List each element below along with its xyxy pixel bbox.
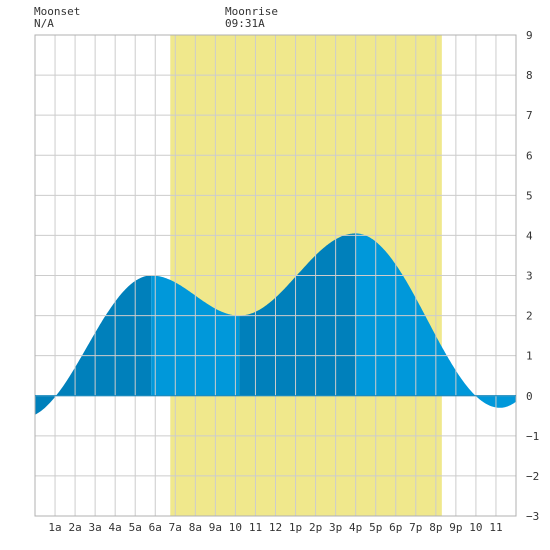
x-tick-label: 12: [269, 521, 282, 534]
y-tick-label: 0: [526, 390, 533, 403]
x-tick-label: 2a: [68, 521, 81, 534]
x-tick-label: 1p: [289, 521, 302, 534]
x-tick-label: 5a: [129, 521, 142, 534]
x-tick-label: 8p: [429, 521, 442, 534]
plot-border: [34, 34, 517, 517]
x-tick-label: 3p: [329, 521, 342, 534]
x-tick-label: 6a: [149, 521, 162, 534]
x-tick-label: 11: [489, 521, 502, 534]
x-tick-label: 9p: [449, 521, 462, 534]
moonset-label: Moonset: [34, 5, 81, 18]
x-tick-label: 9a: [209, 521, 222, 534]
moonset-value: N/A: [34, 17, 54, 30]
y-tick-label: 6: [526, 149, 533, 162]
x-tick-label: 7p: [409, 521, 422, 534]
x-tick-label: 6p: [389, 521, 402, 534]
x-tick-label: 7a: [169, 521, 182, 534]
y-tick-label: 3: [526, 270, 533, 283]
x-tick-label: 5p: [369, 521, 382, 534]
x-tick-label: 3a: [89, 521, 102, 534]
y-tick-label: 2: [526, 310, 533, 323]
x-tick-label: 10: [469, 521, 482, 534]
moonrise-label: Moonrise: [225, 5, 278, 18]
x-tick-label: 1a: [48, 521, 61, 534]
x-tick-label: 2p: [309, 521, 322, 534]
y-tick-label: 8: [526, 69, 533, 82]
y-tick-label: 9: [526, 29, 533, 42]
x-tick-label: 11: [249, 521, 262, 534]
moonrise-value: 09:31A: [225, 17, 265, 30]
x-tick-label: 10: [229, 521, 242, 534]
y-tick-label: 1: [526, 350, 533, 363]
y-tick-label: 7: [526, 109, 533, 122]
y-tick-label: 4: [526, 229, 533, 242]
x-tick-label: 4p: [349, 521, 362, 534]
x-tick-label: 4a: [109, 521, 122, 534]
y-tick-label: −2: [526, 470, 539, 483]
tide-area-segment: [35, 275, 152, 415]
grid-layer: [34, 34, 517, 517]
y-tick-label: −1: [526, 430, 539, 443]
y-tick-label: 5: [526, 189, 533, 202]
x-tick-label: 8a: [189, 521, 202, 534]
y-tick-label: −3: [526, 510, 539, 523]
